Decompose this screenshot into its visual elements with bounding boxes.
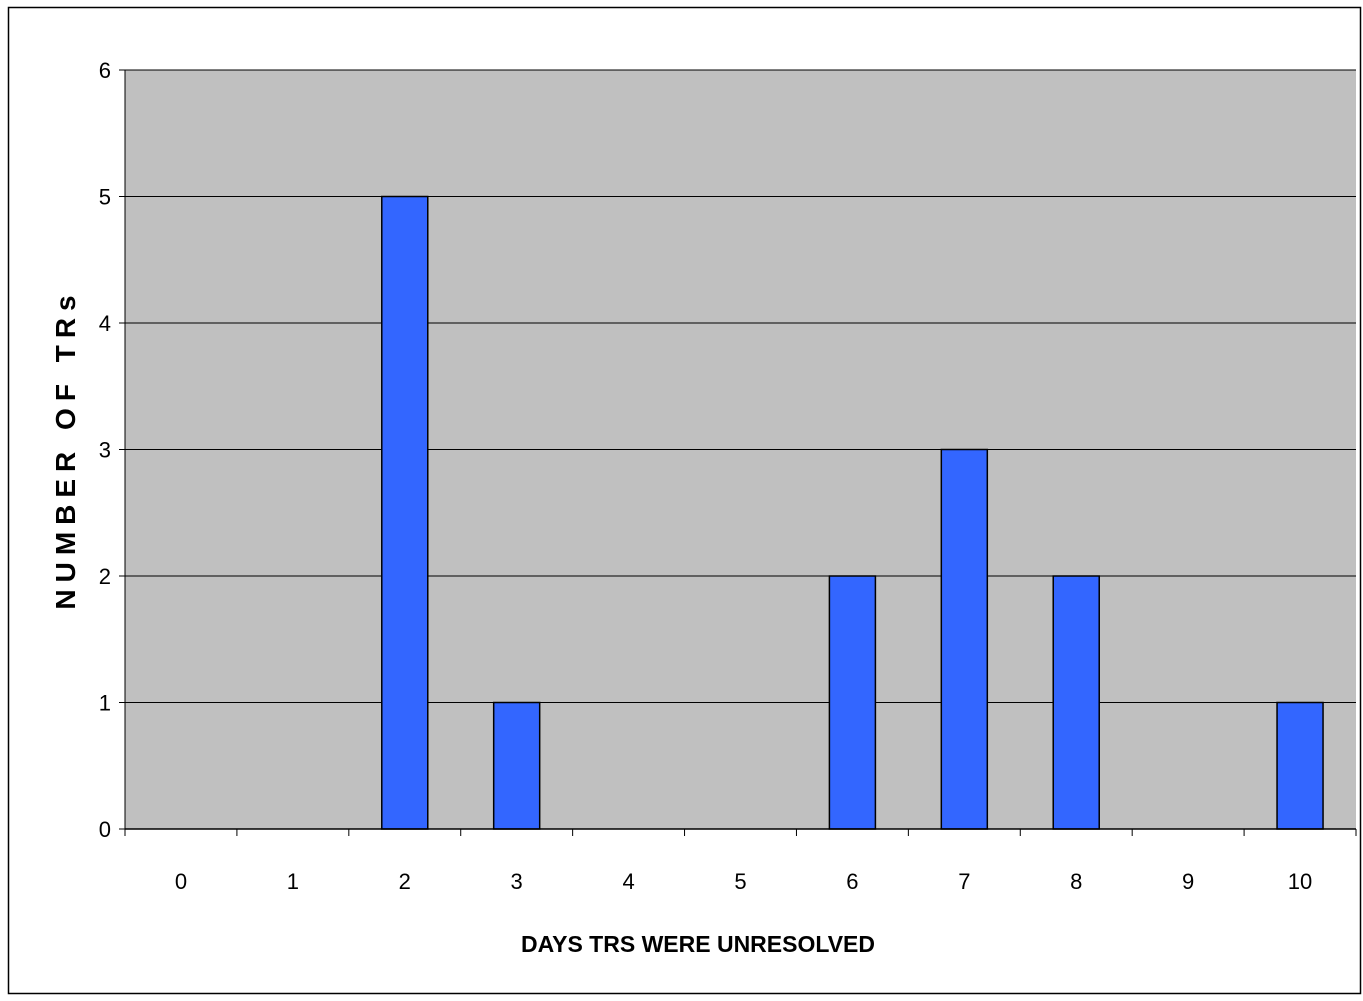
y-tick-label: 6 [99, 58, 111, 83]
y-tick-label: 2 [99, 564, 111, 589]
y-tick-label: 5 [99, 185, 111, 210]
bar-6 [828, 575, 877, 830]
x-tick-label: 2 [399, 869, 411, 894]
axes [119, 69, 1357, 836]
bars [381, 195, 1324, 830]
bar-8 [1052, 575, 1100, 830]
x-tick-label: 3 [511, 869, 523, 894]
bar-3 [492, 701, 541, 830]
bar-2 [381, 195, 429, 830]
x-tick-label: 9 [1182, 869, 1194, 894]
x-tick-label: 6 [846, 869, 858, 894]
x-tick-label: 10 [1288, 869, 1312, 894]
y-tick-labels: 0 1 2 3 4 5 6 [99, 58, 111, 842]
y-tick-label: 3 [99, 438, 111, 463]
x-tick-label: 7 [958, 869, 970, 894]
x-tick-label: 1 [287, 869, 299, 894]
x-axis-title: DAYS TRS WERE UNRESOLVED [521, 931, 875, 957]
y-axis-title: NUMBER OF TRs [50, 288, 81, 609]
bar-7 [940, 448, 989, 830]
y-tick-label: 0 [99, 817, 111, 842]
y-tick-label: 1 [99, 691, 111, 716]
x-tick-label: 4 [622, 869, 634, 894]
x-tick-label: 8 [1070, 869, 1082, 894]
x-tick-labels: 0 1 2 3 4 5 6 7 8 9 10 [175, 869, 1312, 894]
x-tick-label: 5 [734, 869, 746, 894]
x-tick-label: 0 [175, 869, 187, 894]
bar-10 [1276, 701, 1324, 830]
y-tick-label: 4 [99, 311, 111, 336]
gridlines [125, 69, 1356, 703]
